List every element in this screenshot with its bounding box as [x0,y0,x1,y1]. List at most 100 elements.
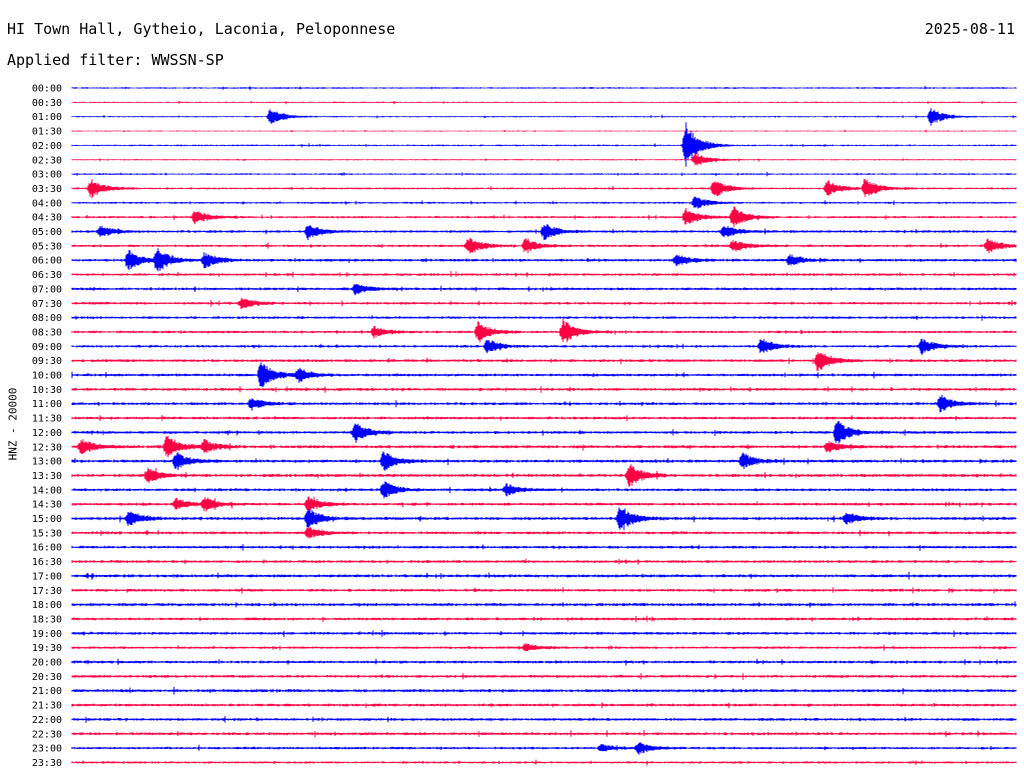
trace-row [71,643,1017,652]
time-label: 00:00 [32,84,62,95]
trace-row [71,196,1017,209]
trace-row [71,759,1017,766]
trace-row [71,108,1017,126]
time-label: 09:00 [32,342,62,353]
trace-row [71,601,1017,608]
time-label: 22:00 [32,715,62,726]
trace-row [71,558,1017,565]
time-label: 06:00 [32,256,62,267]
trace-row [71,686,1017,695]
time-label: 07:30 [32,299,62,310]
time-label: 14:00 [32,485,62,496]
trace-row [71,658,1017,666]
time-label: 19:00 [32,629,62,640]
trace-row [71,318,1017,343]
time-label: 03:30 [32,184,62,195]
trace-row [71,415,1017,422]
trace-row [71,237,1017,254]
trace-row [71,122,1017,167]
trace-row [71,730,1017,738]
time-label: 01:00 [32,112,62,123]
time-label: 10:30 [32,385,62,396]
channel-axis-label: HNZ - 20000 [6,387,20,461]
trace-row [71,171,1017,177]
time-label: 01:30 [32,127,62,138]
trace-row [71,615,1017,623]
time-label: 17:30 [32,586,62,597]
time-label: 15:30 [32,528,62,539]
trace-row [71,544,1017,551]
time-label: 14:30 [32,500,62,511]
trace-row [71,224,1017,240]
trace-row [71,527,1017,539]
trace-row [71,386,1017,393]
time-label: 12:30 [32,442,62,453]
trace-row [71,152,1017,166]
trace-row [71,630,1017,637]
time-label: 12:00 [32,428,62,439]
time-label: 04:30 [32,213,62,224]
time-label: 05:30 [32,241,62,252]
trace-row [71,100,1017,105]
trace-row [71,702,1017,709]
record-date: 2025-08-11 [924,20,1015,38]
time-label: 13:30 [32,471,62,482]
time-label: 11:30 [32,414,62,425]
trace-row [71,179,1017,199]
trace-row [71,315,1017,321]
trace-row [71,338,1017,356]
filter-label: Applied filter: WWSSN-SP [7,51,224,69]
time-label: 21:30 [32,701,62,712]
time-label: 04:00 [32,198,62,209]
trace-row [71,673,1017,680]
time-label: 09:30 [32,356,62,367]
trace-row [71,284,1017,296]
time-label: 00:30 [32,98,62,109]
time-label: 13:00 [32,457,62,468]
trace-row [71,248,1017,272]
trace-row [71,742,1017,755]
time-label: 18:30 [32,614,62,625]
time-label: 15:00 [32,514,62,525]
trace-row [71,297,1017,309]
trace-row [71,271,1017,278]
trace-row [71,481,1017,499]
time-label: 20:30 [32,672,62,683]
trace-row [71,587,1017,594]
trace-row [71,571,1017,580]
time-label: 02:00 [32,141,62,152]
time-label: 10:00 [32,371,62,382]
time-label: 16:30 [32,557,62,568]
trace-row [71,85,1017,91]
time-label: 07:00 [32,284,62,295]
time-label: 16:00 [32,543,62,554]
station-title: HI Town Hall, Gytheio, Laconia, Peloponn… [7,20,396,38]
time-label: 03:00 [32,170,62,181]
time-label: 22:30 [32,729,62,740]
time-label: 11:00 [32,399,62,410]
trace-row [71,421,1017,444]
time-label: 02:30 [32,155,62,166]
trace-row [71,436,1017,458]
trace-row [71,451,1017,471]
trace-row [71,496,1017,512]
time-label: 17:00 [32,571,62,582]
trace-row [71,507,1017,531]
trace-row [71,352,1017,372]
trace-row [71,716,1017,723]
time-label: 08:30 [32,327,62,338]
time-label: 23:00 [32,744,62,755]
trace-row [71,129,1017,133]
trace-row [71,394,1017,413]
trace-row [71,362,1017,387]
time-label: 20:00 [32,658,62,669]
trace-row [71,206,1017,227]
time-label: 05:00 [32,227,62,238]
trace-row [71,464,1017,487]
time-label: 18:00 [32,600,62,611]
time-label: 19:30 [32,643,62,654]
time-label: 21:00 [32,686,62,697]
time-label: 06:30 [32,270,62,281]
time-label: 23:30 [32,758,62,769]
